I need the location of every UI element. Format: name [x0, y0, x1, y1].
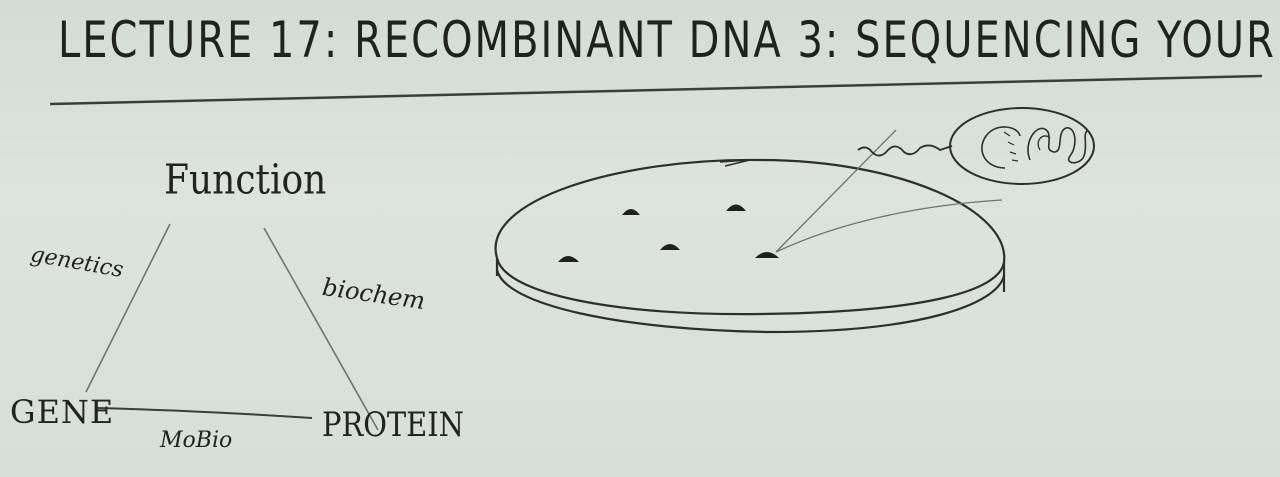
lecture-title: LECTURE 17: RECOMBINANT DNA 3: SEQUENCIN… — [58, 12, 1280, 70]
zoom-line-upper — [775, 129, 897, 253]
diagram-label-function: Function — [164, 156, 327, 205]
triangle-right-edge — [263, 227, 379, 431]
diagram-label-mobio: MoBio — [160, 428, 233, 453]
diagram-label-protein: PROTEIN — [322, 405, 464, 445]
bacterium-cell — [949, 107, 1095, 185]
triangle-bottom-edge — [95, 407, 313, 419]
colony — [726, 204, 746, 211]
zoom-line-lower — [775, 199, 1003, 253]
colony — [755, 252, 779, 258]
flagellum — [857, 144, 953, 157]
colony — [558, 256, 579, 262]
petri-dish — [494, 158, 1006, 334]
colony — [622, 209, 640, 215]
colony — [660, 244, 680, 250]
triangle-left-edge — [85, 223, 171, 393]
title-underline — [49, 74, 1263, 106]
bacterial-colonies — [558, 204, 779, 262]
diagram-label-gene: GENE — [10, 393, 115, 431]
